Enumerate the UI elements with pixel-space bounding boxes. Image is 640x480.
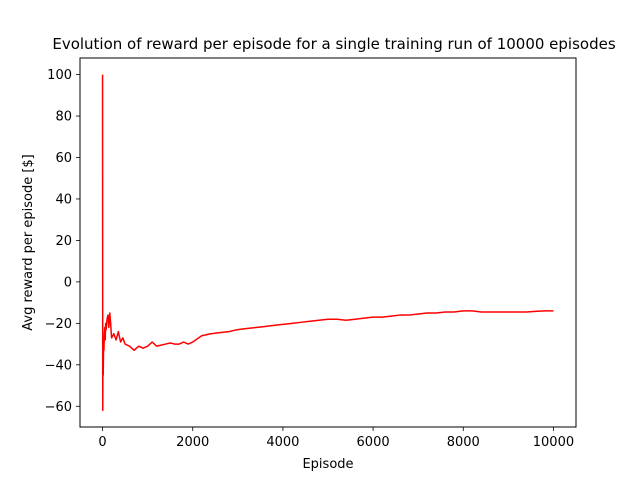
y-tick-label: 80 xyxy=(55,110,72,125)
y-tick-label: −20 xyxy=(45,317,72,332)
y-tick-label: 100 xyxy=(47,68,72,83)
y-axis-label: Avg reward per episode [$] xyxy=(21,154,36,330)
y-tick-label: −60 xyxy=(45,400,72,415)
x-tick-label: 10000 xyxy=(533,435,574,450)
x-tick-label: 2000 xyxy=(176,435,209,450)
x-tick-label: 6000 xyxy=(357,435,390,450)
x-tick-label: 8000 xyxy=(447,435,480,450)
plot-frame xyxy=(79,57,577,428)
chart-title: Evolution of reward per episode for a si… xyxy=(52,35,615,53)
reward-series-line xyxy=(101,74,554,412)
x-axis-label: Episode xyxy=(302,457,353,472)
y-tick-label: −40 xyxy=(45,358,72,373)
x-tick-label: 0 xyxy=(98,435,106,450)
x-tick-label: 4000 xyxy=(266,435,299,450)
series-layer xyxy=(101,74,554,412)
y-tick-label: 20 xyxy=(55,234,72,249)
x-axis-ticks: 0 2000 4000 6000 8000 10000 xyxy=(98,427,574,450)
y-tick-label: 60 xyxy=(55,151,72,166)
y-axis-ticks: −60 −40 −20 0 20 40 60 80 100 xyxy=(45,68,80,415)
y-tick-label: 40 xyxy=(55,192,72,207)
y-tick-label: 0 xyxy=(64,275,72,290)
